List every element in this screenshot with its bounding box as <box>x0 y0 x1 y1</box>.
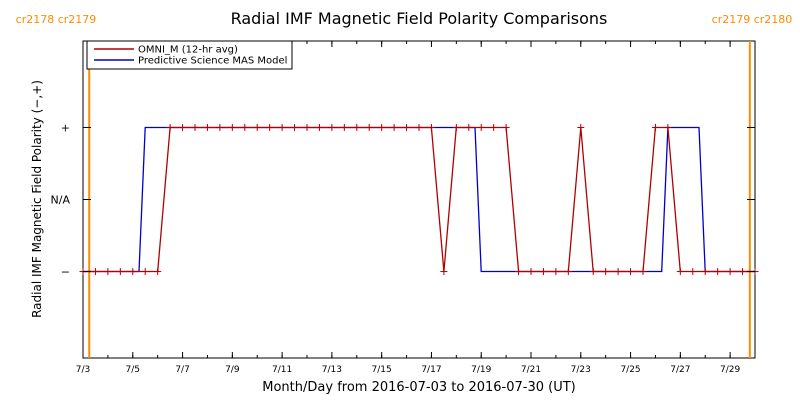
series-line-omni <box>83 126 755 273</box>
data-point-omni <box>589 268 597 276</box>
x-tick-label: 7/27 <box>670 365 690 375</box>
x-tick-label: 7/13 <box>322 365 342 375</box>
data-point-omni <box>552 268 560 276</box>
data-point-omni <box>365 123 373 131</box>
data-point-omni <box>179 123 187 131</box>
x-tick-label: 7/29 <box>720 365 740 375</box>
data-point-omni <box>216 123 224 131</box>
x-tick-label: 7/19 <box>471 365 491 375</box>
data-point-omni <box>651 123 659 131</box>
legend-label-omni: OMNI_M (12-hr avg) <box>138 45 238 56</box>
x-tick-label: 7/9 <box>225 365 240 375</box>
data-point-omni <box>340 123 348 131</box>
data-point-omni <box>527 268 535 276</box>
data-point-omni <box>739 268 747 276</box>
legend-label-mas: Predictive Science MAS Model <box>138 56 287 67</box>
data-point-omni <box>539 268 547 276</box>
data-point-omni <box>104 268 112 276</box>
data-point-omni <box>614 268 622 276</box>
y-tick-label: N/A <box>51 194 71 207</box>
data-point-omni <box>701 268 709 276</box>
data-point-omni <box>714 268 722 276</box>
data-point-omni <box>440 268 448 276</box>
data-point-omni <box>303 123 311 131</box>
data-point-omni <box>577 123 585 131</box>
data-point-omni <box>627 268 635 276</box>
data-point-omni <box>253 123 261 131</box>
y-axis-label: Radial IMF Magnetic Field Polarity (−,+) <box>30 80 44 318</box>
data-point-omni <box>203 123 211 131</box>
data-point-omni <box>689 268 697 276</box>
data-point-omni <box>564 268 572 276</box>
x-tick-label: 7/17 <box>421 365 441 375</box>
y-axis: − N/A + <box>51 121 755 279</box>
x-tick-label: 7/25 <box>620 365 640 375</box>
data-point-omni <box>266 123 274 131</box>
data-point-omni <box>315 123 323 131</box>
data-point-omni <box>427 123 435 131</box>
carrington-label-left: cr2178 cr2179 <box>16 13 97 26</box>
series-layer <box>79 123 759 276</box>
data-point-omni <box>141 268 149 276</box>
x-tick-label: 7/7 <box>175 365 189 375</box>
data-point-omni <box>241 123 249 131</box>
data-point-omni <box>490 123 498 131</box>
data-point-omni <box>639 268 647 276</box>
data-point-omni <box>465 123 473 131</box>
x-tick-label: 7/3 <box>76 365 90 375</box>
chart-title: Radial IMF Magnetic Field Polarity Compa… <box>231 9 608 28</box>
x-tick-label: 7/21 <box>521 365 541 375</box>
carrington-label-right: cr2179 cr2180 <box>712 13 793 26</box>
data-point-omni <box>726 268 734 276</box>
legend-box <box>86 40 293 70</box>
x-tick-label: 7/15 <box>372 365 392 375</box>
legend: OMNI_M (12-hr avg) Predictive Science MA… <box>86 40 293 70</box>
data-point-omni <box>415 123 423 131</box>
data-point-omni <box>664 123 672 131</box>
data-point-omni <box>278 123 286 131</box>
y-tick-label: + <box>61 121 70 134</box>
data-point-omni <box>291 123 299 131</box>
data-point-omni <box>328 123 336 131</box>
series-line-mas <box>83 126 755 273</box>
data-point-omni <box>353 123 361 131</box>
data-point-omni <box>191 123 199 131</box>
data-point-omni <box>403 123 411 131</box>
data-point-omni <box>154 268 162 276</box>
data-point-omni <box>502 123 510 131</box>
x-axis-label: Month/Day from 2016-07-03 to 2016-07-30 … <box>262 380 575 395</box>
data-point-omni <box>676 268 684 276</box>
data-point-omni <box>166 123 174 131</box>
data-point-omni <box>602 268 610 276</box>
data-point-omni <box>116 268 124 276</box>
carrington-lines <box>88 41 751 358</box>
data-point-omni <box>390 123 398 131</box>
y-tick-label: − <box>61 266 70 279</box>
data-point-omni <box>228 123 236 131</box>
data-point-omni <box>452 123 460 131</box>
plot-area-frame <box>82 40 756 359</box>
data-point-omni <box>129 268 137 276</box>
data-point-omni <box>477 123 485 131</box>
x-axis: 7/3 7/5 7/7 7/9 7/11 7/13 7/15 7/17 7/19 7/21 7/23… <box>76 41 756 375</box>
x-tick-label: 7/11 <box>272 365 292 375</box>
data-point-omni <box>378 123 386 131</box>
data-point-omni <box>515 268 523 276</box>
x-tick-label: 7/5 <box>126 365 140 375</box>
data-point-omni <box>91 268 99 276</box>
x-tick-label: 7/23 <box>571 365 591 375</box>
